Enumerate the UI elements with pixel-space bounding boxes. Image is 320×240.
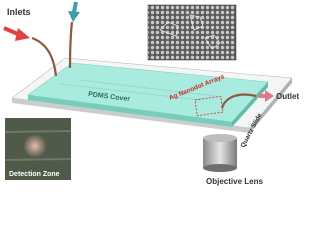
outlet-label: Outlet	[276, 92, 299, 101]
sem-inset	[147, 4, 237, 61]
detection-label: Detection Zone	[9, 171, 60, 178]
outlet-arrow	[259, 90, 274, 102]
objective-lens	[203, 134, 237, 172]
outlet-tube	[220, 93, 257, 109]
detection-inset	[4, 118, 72, 180]
inlets-label: Inlets	[7, 7, 31, 17]
lens-label: Objective Lens	[206, 177, 263, 186]
inlet-arrow	[68, 1, 80, 22]
inlet-tube	[68, 21, 74, 69]
diagram: Inlets Outlet PDMS Cover Ag Nanodot Arra…	[3, 1, 299, 186]
inlet-arrow	[3, 26, 30, 41]
inlet-tube	[31, 36, 58, 77]
pdms-cover	[27, 62, 269, 127]
